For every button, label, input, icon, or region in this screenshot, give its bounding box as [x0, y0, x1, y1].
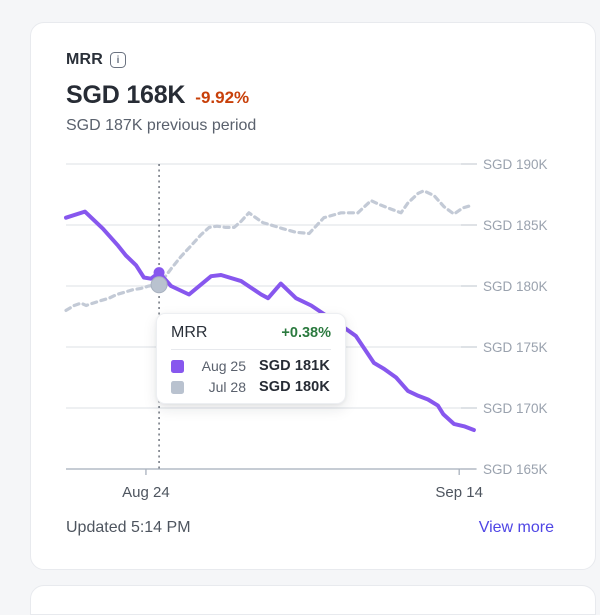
tooltip-title: MRR [171, 324, 208, 341]
x-axis-label: Aug 24 [122, 484, 170, 501]
next-card-partial [30, 585, 596, 615]
tooltip-value-current: SGD 181K [259, 358, 330, 374]
updated-timestamp: Updated 5:14 PM [66, 519, 191, 536]
y-axis-label: SGD 165K [483, 462, 548, 477]
metric-current-value: SGD 168K [66, 81, 186, 109]
y-axis-label: SGD 190K [483, 157, 548, 172]
previous-series-swatch [171, 380, 184, 394]
card-footer: Updated 5:14 PM View more [66, 519, 554, 537]
x-axis-label: Sep 14 [435, 484, 483, 501]
current-period-line [64, 209, 476, 432]
tooltip-value-previous: SGD 180K [259, 379, 330, 395]
metric-value-row: SGD 168K -9.92% [66, 81, 249, 110]
view-more-link[interactable]: View more [478, 519, 554, 536]
current-series-swatch [171, 359, 184, 373]
metric-title: MRR [66, 51, 104, 68]
tooltip-date-previous: Jul 28 [208, 379, 246, 395]
info-icon[interactable]: i [110, 52, 127, 68]
chart-tooltip: MRR +0.38% Aug 25 SGD 181K Jul 28 SGD 18… [156, 313, 346, 404]
mrr-chart[interactable]: SGD 190K SGD 185K SGD 180K SGD 175K SGD 170K… [31, 151, 597, 523]
y-axis-label: SGD 170K [483, 401, 548, 416]
y-axis-label: SGD 175K [483, 340, 548, 355]
tooltip-row-previous: Jul 28 SGD 180K [171, 379, 331, 395]
tooltip-date-current: Aug 25 [201, 358, 246, 374]
tooltip-header: MRR +0.38% [171, 324, 331, 342]
metric-change-badge: -9.92% [195, 88, 250, 107]
tooltip-change: +0.38% [281, 325, 331, 341]
mrr-metric-card: MRR i SGD 168K -9.92% SGD 187K previous … [30, 22, 596, 570]
y-axis-label: SGD 185K [483, 218, 548, 233]
metric-previous-period: SGD 187K previous period [66, 117, 257, 134]
previous-period-line [64, 189, 473, 312]
tooltip-divider [171, 349, 331, 350]
tooltip-row-current: Aug 25 SGD 181K [171, 358, 331, 374]
current-hover-dot [153, 267, 165, 279]
previous-hover-dot [150, 276, 168, 294]
mrr-chart-svg[interactable]: SGD 190K SGD 185K SGD 180K SGD 175K SGD 170K… [31, 151, 597, 523]
y-axis-label: SGD 180K [483, 279, 548, 294]
metric-header: MRR i [66, 51, 127, 69]
